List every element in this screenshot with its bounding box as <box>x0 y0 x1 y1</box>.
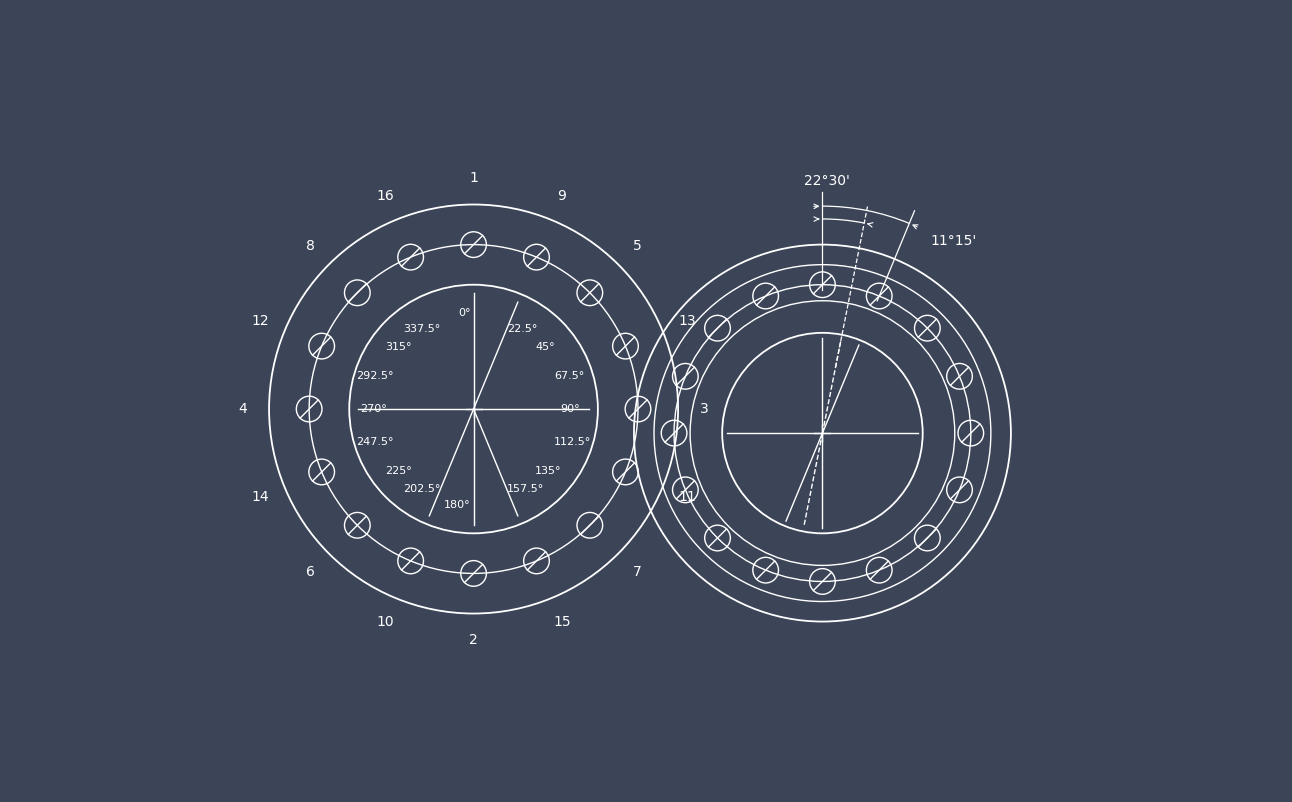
Text: 157.5°: 157.5° <box>506 484 544 494</box>
Text: 6: 6 <box>306 565 315 579</box>
Text: 2: 2 <box>469 633 478 647</box>
Text: 315°: 315° <box>385 342 412 353</box>
Text: 270°: 270° <box>359 404 386 414</box>
Text: 3: 3 <box>700 402 709 416</box>
Text: 14: 14 <box>252 490 269 504</box>
Text: 22.5°: 22.5° <box>506 324 537 334</box>
Text: 13: 13 <box>678 314 696 328</box>
Text: 247.5°: 247.5° <box>355 437 393 448</box>
Text: 0°: 0° <box>457 308 470 318</box>
Text: 180°: 180° <box>443 500 470 510</box>
Text: 202.5°: 202.5° <box>403 484 441 494</box>
Text: 7: 7 <box>633 565 641 579</box>
Text: 16: 16 <box>376 188 394 203</box>
Text: 5: 5 <box>633 239 641 253</box>
Text: 292.5°: 292.5° <box>355 371 393 381</box>
Text: 90°: 90° <box>561 404 580 414</box>
Text: 45°: 45° <box>535 342 554 353</box>
Text: 1: 1 <box>469 171 478 185</box>
Text: 4: 4 <box>238 402 247 416</box>
Text: 12: 12 <box>252 314 269 328</box>
Text: 225°: 225° <box>385 465 412 476</box>
Text: 8: 8 <box>306 239 315 253</box>
Text: 15: 15 <box>553 615 571 630</box>
Text: 112.5°: 112.5° <box>554 437 592 448</box>
Text: 135°: 135° <box>535 465 562 476</box>
Text: 67.5°: 67.5° <box>554 371 584 381</box>
Text: 11°15': 11°15' <box>930 233 977 248</box>
Text: 11: 11 <box>678 490 696 504</box>
Text: 9: 9 <box>558 188 566 203</box>
Text: 10: 10 <box>376 615 394 630</box>
Text: 22°30': 22°30' <box>804 175 849 188</box>
Text: 337.5°: 337.5° <box>403 324 441 334</box>
